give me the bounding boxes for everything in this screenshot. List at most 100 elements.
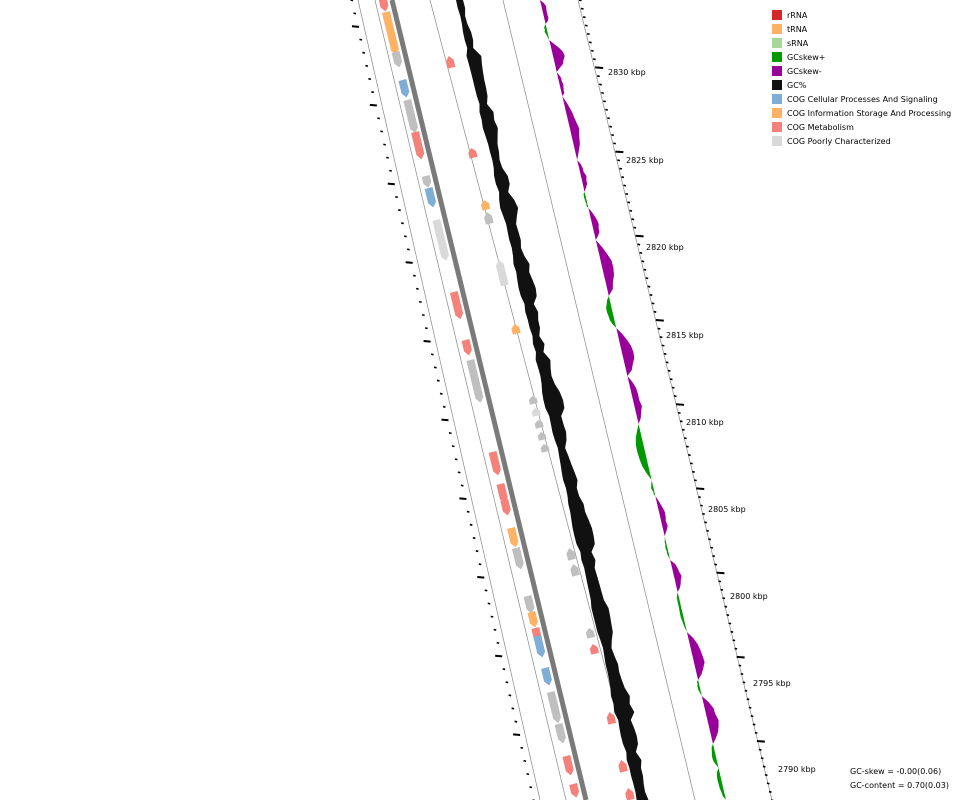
ruler-tick — [369, 103, 377, 107]
cds-shape — [378, 0, 389, 12]
legend-swatch — [772, 66, 782, 76]
ruler-tick — [742, 681, 746, 684]
cds-arrow — [398, 79, 410, 98]
cds-shape — [527, 611, 538, 628]
gc-skew-positive — [651, 480, 656, 496]
cds-arrow — [461, 339, 472, 356]
ruler-tick — [625, 192, 629, 196]
cds-arrow — [618, 760, 628, 773]
tick-label: 2810 kbp — [686, 418, 724, 427]
ruler-tick — [615, 150, 624, 154]
ruler-tick — [490, 615, 494, 618]
ruler-tick — [675, 403, 685, 406]
cds-shape — [523, 595, 535, 614]
cds-shape — [484, 212, 494, 225]
ruler-tick — [730, 630, 734, 633]
ruler-tick — [748, 706, 752, 709]
cds-arrow — [527, 611, 538, 628]
tick-label: 2790 kbp — [778, 765, 816, 774]
ruler-tick — [631, 218, 635, 221]
cds-shape — [481, 200, 491, 211]
gc-skew-negative — [627, 376, 642, 424]
ruler-tick — [368, 77, 372, 81]
cds-shape — [554, 723, 566, 744]
cds-shape — [391, 51, 403, 68]
cds-arrow — [537, 432, 547, 441]
guide-line — [374, 0, 567, 800]
ruler-tick — [685, 445, 689, 448]
ruler-tick — [454, 458, 458, 461]
cds-shape — [540, 444, 550, 453]
ruler-tick — [689, 462, 693, 465]
ruler-tick — [722, 597, 726, 600]
cds-shape — [534, 420, 544, 429]
cds-shape — [562, 755, 574, 776]
ruler-tick — [496, 641, 500, 645]
legend-item: COG Metabolism — [772, 120, 951, 134]
ruler-tick — [649, 293, 653, 297]
ruler-tick — [415, 287, 419, 290]
ruler-tick — [586, 32, 590, 36]
ruler-tick — [469, 523, 473, 526]
gc-skew-positive — [635, 424, 652, 480]
cds-shape — [495, 260, 509, 287]
ruler-tick — [383, 143, 387, 146]
cds-arrow — [570, 564, 580, 577]
ruler-tick — [708, 538, 712, 541]
cds-shape — [570, 564, 580, 577]
cds-arrow — [496, 483, 508, 504]
coordinate-ruler-outer — [578, 0, 774, 800]
cds-arrow — [484, 212, 494, 225]
ruler-tick — [724, 605, 728, 608]
cds-shape — [411, 131, 425, 160]
cds-arrow — [381, 11, 399, 55]
cds-shape — [466, 359, 484, 403]
ruler-tick — [611, 133, 615, 137]
ruler-tick — [592, 58, 596, 61]
cds-arrow — [554, 723, 566, 744]
legend-label: COG Cellular Processes And Signaling — [787, 94, 938, 104]
backbone-line — [389, 0, 589, 800]
cds-arrow — [606, 712, 617, 725]
ruler-tick — [578, 0, 582, 2]
ruler-tick — [629, 209, 633, 212]
ruler-tick — [661, 344, 665, 347]
ruler-tick — [744, 689, 748, 692]
cds-arrow — [511, 547, 524, 570]
ruler-tick — [740, 672, 744, 676]
ruler-tick — [669, 378, 673, 381]
cds-arrow — [466, 359, 484, 403]
ruler-tick — [495, 654, 503, 658]
tick-labels: 2830 kbp 2825 kbp 2820 kbp 2815 kbp 2810 kbp… — [608, 68, 816, 774]
cds-arrow — [391, 51, 403, 68]
cds-shape — [625, 788, 635, 800]
ruler-tick — [359, 38, 363, 41]
cds-shape — [507, 527, 519, 548]
ruler-tick — [605, 108, 608, 111]
ruler-tick — [442, 405, 446, 408]
ruler-tick — [508, 694, 512, 697]
tick-label: 2830 kbp — [608, 68, 646, 77]
ruler-tick — [738, 664, 742, 667]
legend-label: COG Poorly Characterized — [787, 136, 891, 146]
ruler-tick — [380, 130, 384, 133]
cds-arrow — [500, 499, 511, 516]
cds-arrow — [411, 131, 425, 160]
ruler-tick — [439, 392, 443, 395]
cds-shape — [531, 408, 541, 417]
ruler-tick — [597, 75, 600, 78]
ruler-tick — [448, 432, 452, 435]
ruler-tick — [523, 759, 527, 763]
tick-label: 2805 kbp — [708, 505, 746, 514]
ruler-tick — [696, 487, 705, 491]
ruler-tick — [728, 622, 732, 625]
cds-arrow — [541, 667, 552, 686]
ruler-tick — [694, 479, 697, 482]
cds-shape — [398, 79, 410, 98]
cds-arrow — [432, 219, 449, 261]
ruler-tick — [663, 352, 667, 356]
ruler-tick — [351, 25, 360, 28]
ruler-tick — [526, 772, 530, 776]
legend-item: GC% — [772, 78, 951, 92]
